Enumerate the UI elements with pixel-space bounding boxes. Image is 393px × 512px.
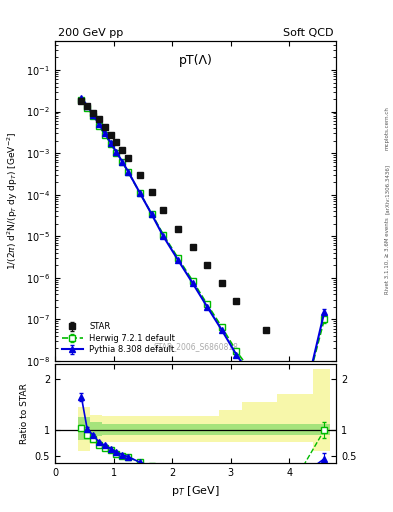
Y-axis label: Ratio to STAR: Ratio to STAR bbox=[20, 383, 29, 444]
Text: 200 GeV pp: 200 GeV pp bbox=[58, 28, 123, 38]
Legend: STAR, Herwig 7.2.1 default, Pythia 8.308 default: STAR, Herwig 7.2.1 default, Pythia 8.308… bbox=[59, 320, 178, 357]
Text: pT(Λ): pT(Λ) bbox=[178, 54, 213, 67]
Text: STAR_2006_S6860818: STAR_2006_S6860818 bbox=[153, 343, 238, 351]
Y-axis label: 1/(2$\pi$) d$^2$N/(p$_T$ dy dp$_T$) [GeV$^{-2}$]: 1/(2$\pi$) d$^2$N/(p$_T$ dy dp$_T$) [GeV… bbox=[6, 132, 20, 270]
X-axis label: p$_T$ [GeV]: p$_T$ [GeV] bbox=[171, 484, 220, 498]
Text: Rivet 3.1.10, ≥ 3.6M events: Rivet 3.1.10, ≥ 3.6M events bbox=[385, 218, 389, 294]
Text: [arXiv:1306.3436]: [arXiv:1306.3436] bbox=[385, 164, 389, 215]
Text: Soft QCD: Soft QCD bbox=[283, 28, 333, 38]
Text: mcplots.cern.ch: mcplots.cern.ch bbox=[385, 106, 389, 150]
